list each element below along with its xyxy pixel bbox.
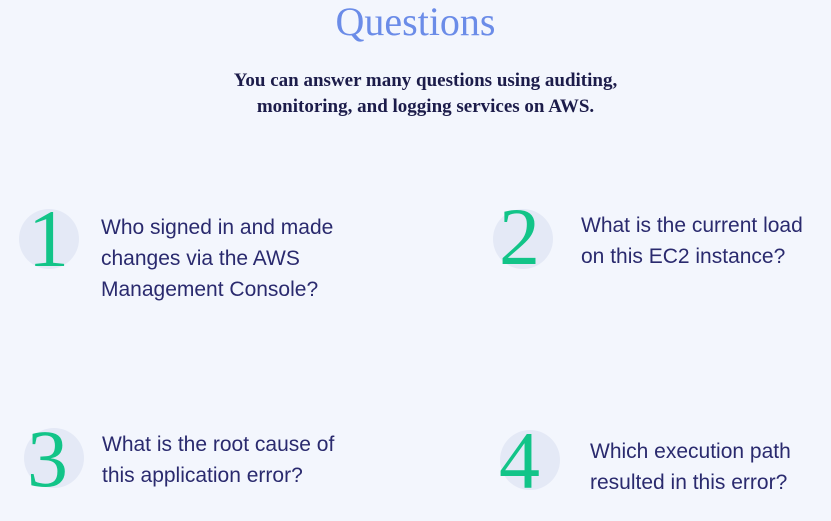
- question-number-3: 3: [27, 413, 68, 504]
- number-circle-1: [19, 209, 79, 269]
- slide-title: Questions: [335, 0, 496, 44]
- question-number-2: 2: [499, 191, 540, 282]
- slide-subtitle: You can answer many questions using audi…: [233, 70, 618, 117]
- question-text-2: What is the current load on this EC2 ins…: [581, 214, 803, 268]
- question-text-1: Who signed in and made changes via the A…: [101, 216, 334, 301]
- number-circle-2: [493, 209, 553, 269]
- number-circle-4: [500, 430, 560, 490]
- question-number-1: 1: [28, 193, 69, 284]
- question-text-3: What is the root cause of this applicati…: [102, 433, 335, 487]
- number-circle-3: [24, 428, 84, 488]
- question-number-4: 4: [499, 415, 540, 506]
- question-text-4: Which execution path resulted in this er…: [590, 440, 791, 494]
